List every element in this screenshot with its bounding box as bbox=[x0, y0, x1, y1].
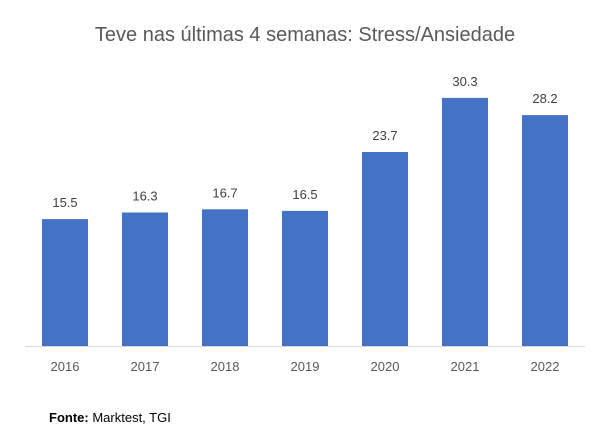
value-label-2016: 15.5 bbox=[52, 195, 77, 210]
bar-2016 bbox=[42, 219, 88, 346]
source-text: Marktest, TGI bbox=[92, 410, 171, 425]
bar-2021 bbox=[442, 97, 488, 347]
x-tick-label-2020: 2020 bbox=[371, 359, 400, 374]
bar-2018 bbox=[202, 209, 248, 346]
x-tick-label-2021: 2021 bbox=[451, 359, 480, 374]
x-tick-label-2018: 2018 bbox=[211, 359, 240, 374]
x-tick-labels-group: 2016 2017 2018 2019 2020 2021 2022 bbox=[51, 359, 560, 374]
bar-2017 bbox=[122, 212, 168, 346]
x-tick-label-2017: 2017 bbox=[131, 359, 160, 374]
bar-chart: Teve nas últimas 4 semanas: Stress/Ansie… bbox=[25, 24, 585, 374]
value-label-2022: 28.2 bbox=[532, 91, 557, 106]
value-label-2020: 23.7 bbox=[372, 128, 397, 143]
bar-2022 bbox=[522, 115, 568, 346]
value-label-2019: 16.5 bbox=[292, 187, 317, 202]
x-tick-label-2019: 2019 bbox=[291, 359, 320, 374]
x-tick-label-2022: 2022 bbox=[531, 359, 560, 374]
source-label: Fonte: bbox=[49, 410, 89, 425]
source-note: Fonte: Marktest, TGI bbox=[49, 410, 171, 425]
chart-title: Teve nas últimas 4 semanas: Stress/Ansie… bbox=[95, 24, 515, 46]
value-labels-group: 15.5 16.3 16.7 16.5 23.7 30.3 28.2 bbox=[52, 74, 557, 210]
value-label-2017: 16.3 bbox=[132, 189, 157, 204]
x-tick-label-2016: 2016 bbox=[51, 359, 80, 374]
bar-2020 bbox=[362, 152, 408, 346]
bars-group bbox=[42, 97, 568, 347]
value-label-2021: 30.3 bbox=[452, 74, 477, 89]
bar-2019 bbox=[282, 210, 328, 346]
value-label-2018: 16.7 bbox=[212, 185, 237, 200]
